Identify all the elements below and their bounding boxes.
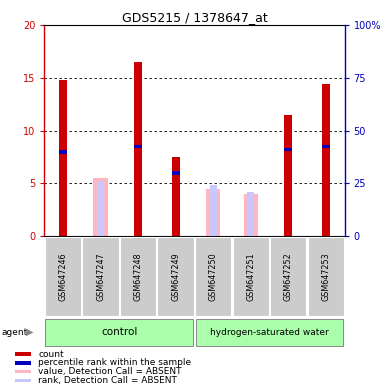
Bar bbox=[45, 319, 193, 346]
Text: GSM647252: GSM647252 bbox=[284, 252, 293, 301]
Text: GSM647251: GSM647251 bbox=[246, 252, 255, 301]
Bar bbox=[172, 157, 180, 236]
Bar bbox=[97, 181, 104, 236]
Text: hydrogen-saturated water: hydrogen-saturated water bbox=[210, 328, 329, 337]
Text: value, Detection Call = ABSENT: value, Detection Call = ABSENT bbox=[38, 367, 182, 376]
Text: GSM647253: GSM647253 bbox=[321, 252, 330, 301]
Bar bbox=[284, 148, 292, 151]
Bar bbox=[210, 185, 217, 236]
Bar bbox=[120, 237, 156, 316]
Bar bbox=[157, 237, 194, 316]
Bar bbox=[15, 361, 30, 365]
Text: rank, Detection Call = ABSENT: rank, Detection Call = ABSENT bbox=[38, 376, 177, 384]
Bar bbox=[308, 237, 344, 316]
Bar bbox=[270, 237, 306, 316]
Bar bbox=[195, 237, 231, 316]
Bar bbox=[247, 192, 254, 236]
Bar bbox=[15, 379, 30, 382]
Text: GSM647249: GSM647249 bbox=[171, 252, 180, 301]
Text: GSM647246: GSM647246 bbox=[59, 252, 67, 301]
Bar bbox=[322, 84, 330, 236]
Bar bbox=[15, 370, 30, 373]
Bar bbox=[284, 115, 292, 236]
Bar bbox=[172, 171, 180, 175]
Bar bbox=[82, 237, 119, 316]
Bar bbox=[45, 237, 81, 316]
Bar bbox=[59, 150, 67, 154]
Text: GSM647250: GSM647250 bbox=[209, 252, 218, 301]
Bar bbox=[322, 144, 330, 148]
Bar bbox=[206, 189, 220, 236]
Title: GDS5215 / 1378647_at: GDS5215 / 1378647_at bbox=[122, 11, 267, 24]
Text: percentile rank within the sample: percentile rank within the sample bbox=[38, 358, 191, 367]
Bar bbox=[59, 80, 67, 236]
Bar bbox=[196, 319, 343, 346]
Text: agent: agent bbox=[2, 328, 28, 337]
Bar bbox=[134, 62, 142, 236]
Text: count: count bbox=[38, 349, 64, 359]
Bar bbox=[15, 352, 30, 356]
Bar bbox=[233, 237, 269, 316]
Bar bbox=[94, 178, 108, 236]
Bar bbox=[244, 194, 258, 236]
Text: ▶: ▶ bbox=[26, 327, 33, 337]
Bar bbox=[134, 144, 142, 148]
Text: GSM647248: GSM647248 bbox=[134, 252, 142, 301]
Text: control: control bbox=[101, 327, 137, 337]
Text: GSM647247: GSM647247 bbox=[96, 252, 105, 301]
